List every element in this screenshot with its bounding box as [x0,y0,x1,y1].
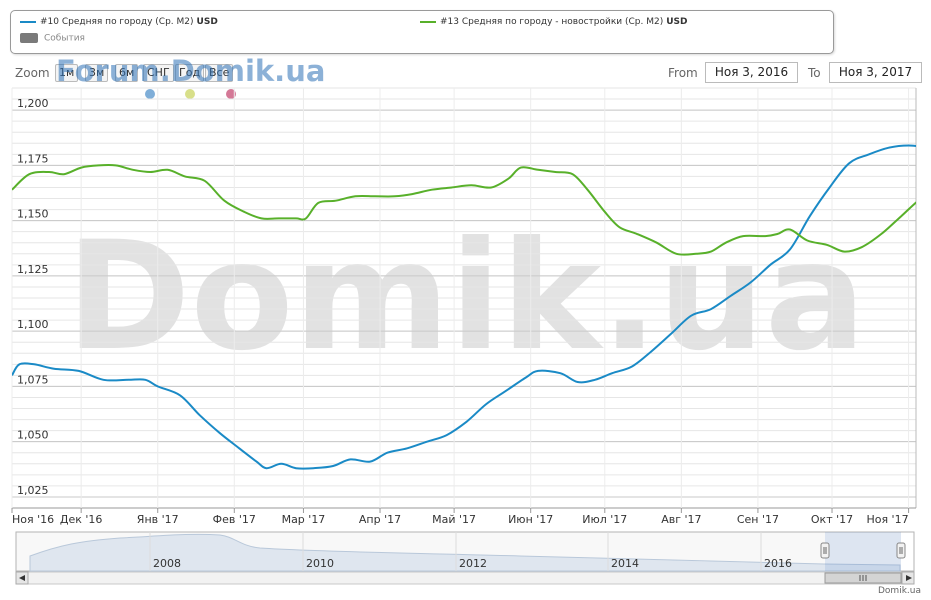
legend-label: #10 Средняя по городу (Ср. М2) [40,17,194,27]
y-tick-label: 1,100 [17,318,49,331]
y-tick-label: 1,075 [17,373,49,386]
legend-line-icon [420,20,436,23]
x-tick-label: Сен '17 [737,513,779,526]
scrollbar-track[interactable] [15,571,915,585]
arrow-left-icon [19,575,25,581]
legend-item-events[interactable]: События [20,33,85,44]
scrollbar-thumb[interactable] [824,572,902,584]
legend-label: #13 Средняя по городу - новостройки (Ср.… [440,17,664,27]
x-tick-label: Авг '17 [661,513,701,526]
zoom-label: Zoom [15,66,50,80]
from-label: From [668,66,698,80]
from-date-input[interactable]: Ноя 3, 2016 [705,62,798,83]
x-tick-label: Май '17 [432,513,476,526]
watermark-forum: Forum.Domik.ua [56,54,326,88]
arrow-right-icon [906,575,912,581]
navigator-year-label: 2012 [459,557,487,570]
event-marker-2[interactable] [185,89,195,99]
y-tick-label: 1,200 [17,97,49,110]
series-line-new-buildings[interactable] [12,163,931,256]
x-tick-label: Фев '17 [213,513,256,526]
x-tick-label: Окт '17 [811,513,853,526]
y-tick-label: 1,175 [17,152,49,165]
navigator-frame [15,531,915,572]
navigator-year-label: 2014 [611,557,639,570]
zoom-button-all[interactable]: Все [205,64,234,82]
navigator-year-label: 2016 [764,557,792,570]
navigator-series-area [29,533,901,572]
navigator-year-label: 2008 [153,557,181,570]
legend-label: События [44,33,85,44]
to-date-input[interactable]: Ноя 3, 2017 [829,62,922,83]
legend-unit: USD [666,17,688,27]
footer-credit[interactable]: Domik.ua [878,586,921,596]
zoom-button-year[interactable]: Год [175,64,205,82]
legend: #10 Средняя по городу (Ср. М2) USD #13 Ср… [10,10,834,54]
to-label: To [808,66,821,80]
zoom-button-cis[interactable]: СНГ [143,64,174,82]
x-tick-label: Июл '17 [582,513,627,526]
events-swatch-icon [20,33,38,43]
event-marker-3[interactable] [226,89,236,99]
y-tick-label: 1,050 [17,429,49,442]
x-tick-label: Янв '17 [137,513,179,526]
series-line-city-average[interactable] [12,121,931,470]
event-marker-1[interactable] [145,89,155,99]
navigator-right-handle[interactable] [896,542,906,559]
navigator-year-label: 2010 [306,557,334,570]
zoom-button-3m[interactable]: 3м [85,64,109,82]
legend-item-series-a[interactable]: #10 Средняя по городу (Ср. М2) USD [20,17,218,27]
x-tick-label: Мар '17 [282,513,326,526]
navigator-selected-range[interactable] [825,532,901,571]
legend-line-icon [20,20,36,23]
legend-unit: USD [196,17,218,27]
x-tick-label: Ноя '17 [866,513,908,526]
navigator-left-handle[interactable] [820,542,830,559]
y-tick-label: 1,025 [17,484,49,497]
zoom-button-1m[interactable]: 1м [55,64,79,82]
watermark-main: Domik.ua [66,210,866,384]
navigator-mask [16,532,825,571]
y-tick-label: 1,150 [17,208,49,221]
legend-item-series-b[interactable]: #13 Средняя по городу - новостройки (Ср.… [420,17,688,27]
x-tick-label: Апр '17 [359,513,401,526]
x-tick-label: Июн '17 [508,513,553,526]
y-tick-label: 1,125 [17,263,49,276]
x-tick-label: Ноя '16 [12,513,54,526]
x-tick-label: Дек '16 [60,513,103,526]
scrollbar-left-button[interactable] [15,571,29,585]
scrollbar-right-button[interactable] [901,571,915,585]
zoom-button-6m[interactable]: 6м [115,64,139,82]
